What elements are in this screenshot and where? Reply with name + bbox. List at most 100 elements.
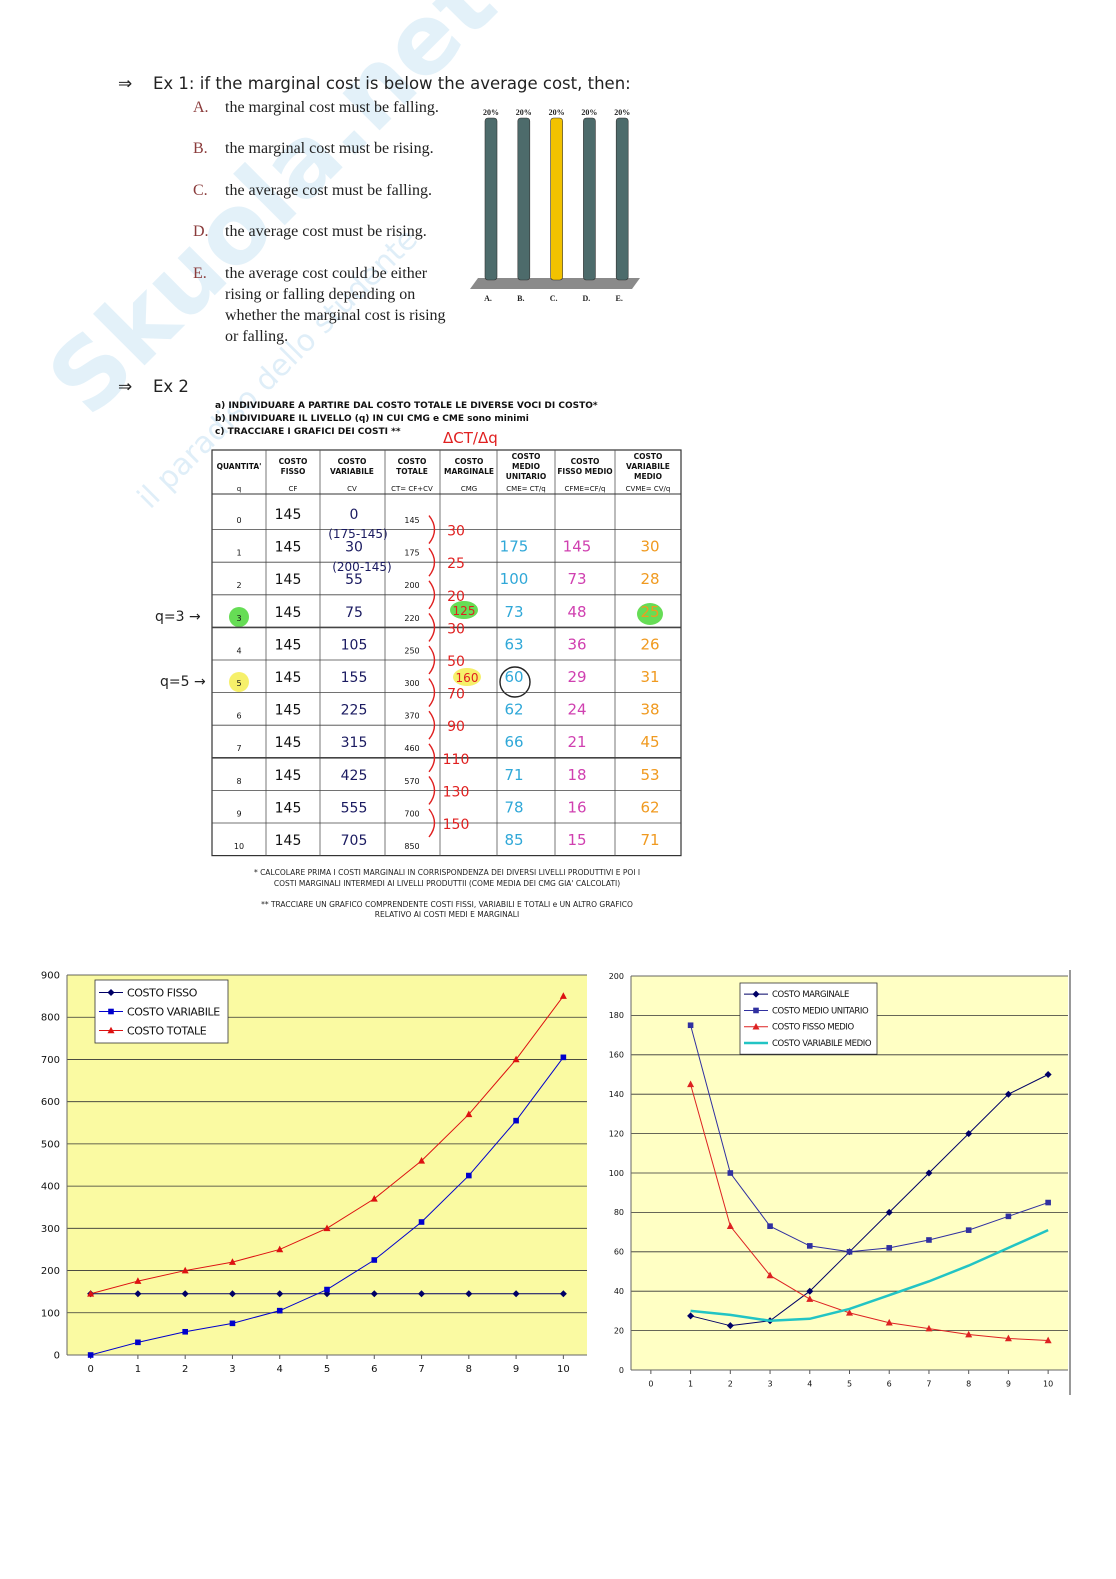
- marker: [806, 1287, 814, 1295]
- x-tick-label: 1: [688, 1379, 693, 1388]
- x-tick-label: 1: [135, 1364, 141, 1375]
- table-cell: 8: [236, 777, 241, 786]
- bracket: [428, 775, 436, 805]
- column-formula: CV: [347, 485, 357, 493]
- table-cell: 30: [345, 540, 363, 556]
- highlight: [229, 607, 249, 627]
- table-cell: 48: [567, 603, 586, 621]
- value-label: 20%: [614, 108, 630, 117]
- legend-label: COSTO MARGINALE: [772, 990, 849, 1000]
- y-tick-label: 160: [609, 1051, 624, 1060]
- marker: [182, 1328, 188, 1335]
- column-header: MARGINALE: [444, 467, 494, 476]
- value-label: 20%: [516, 108, 532, 117]
- marker: [1045, 1199, 1051, 1206]
- column-formula: CME= CT/q: [506, 485, 545, 493]
- delta-note: ΔCT/Δq: [443, 429, 498, 447]
- table-cell: 250: [404, 646, 419, 655]
- table-cell: 5: [236, 679, 241, 688]
- marker: [107, 989, 115, 996]
- highlight: [450, 601, 478, 619]
- bar: [517, 117, 531, 281]
- table-cell: 24: [567, 701, 586, 719]
- x-tick-label: 4: [807, 1379, 812, 1388]
- table-cell: 62: [504, 701, 523, 719]
- y-tick-label: 800: [41, 1013, 60, 1024]
- table-cell: 75: [345, 605, 363, 621]
- table-cell: 62: [640, 798, 659, 816]
- marker: [134, 1277, 142, 1284]
- marginal-cost: 25: [447, 556, 465, 572]
- marker: [418, 1290, 426, 1298]
- marginal-cost: 20: [447, 589, 465, 605]
- bar: [583, 117, 596, 281]
- table-cell: 570: [404, 777, 419, 786]
- table-cell: 71: [640, 831, 659, 849]
- legend-label: COSTO TOTALE: [127, 1024, 207, 1037]
- bar: [484, 117, 498, 281]
- y-tick-label: 120: [609, 1129, 624, 1138]
- marker: [466, 1172, 472, 1179]
- column-header: COSTO: [634, 452, 663, 461]
- x-tick-label: 4: [277, 1364, 283, 1375]
- marker: [766, 1271, 774, 1279]
- category-label: E.: [616, 294, 623, 303]
- marker: [806, 1243, 813, 1249]
- bracket: [428, 808, 436, 838]
- table-cell: 105: [341, 637, 368, 653]
- table-cell: 55: [345, 572, 363, 588]
- series-line: [690, 1228, 1049, 1323]
- marker: [276, 1290, 284, 1298]
- x-tick-label: 7: [418, 1364, 424, 1375]
- arrow: ⇒: [118, 74, 132, 94]
- bracket: [428, 612, 436, 642]
- marker: [465, 1290, 473, 1298]
- column-formula: CMG: [461, 485, 477, 493]
- table-cell: 145: [275, 540, 302, 556]
- option-letter: E.: [193, 265, 207, 282]
- marker: [560, 1054, 567, 1061]
- table-cell: 145: [275, 800, 302, 816]
- table-frame: [211, 449, 682, 857]
- option-letter: B.: [193, 140, 208, 157]
- table-cell: 145: [563, 538, 592, 556]
- marker: [370, 1290, 378, 1298]
- table-cell: 100: [500, 570, 529, 588]
- table-cell: 145: [404, 516, 419, 525]
- table-cell: 145: [275, 605, 302, 621]
- option-letter: A.: [193, 99, 209, 116]
- exercise-title: Ex 2: [153, 377, 189, 396]
- y-tick-label: 200: [41, 1266, 60, 1277]
- marker: [229, 1320, 236, 1327]
- category-label: D.: [583, 294, 591, 303]
- table-cell: 0: [350, 507, 359, 523]
- table-cell: 145: [275, 670, 302, 686]
- y-tick-label: 0: [619, 1366, 624, 1375]
- marker: [885, 1318, 893, 1326]
- y-tick-label: 0: [54, 1351, 60, 1362]
- table-cell: 30: [640, 538, 659, 556]
- column-header: MEDIO: [512, 462, 540, 471]
- instruction: b) INDIVIDUARE IL LIVELLO (q) IN CUI CMG…: [215, 414, 529, 424]
- y-tick-label: 100: [41, 1308, 60, 1319]
- table-cell: 155: [341, 670, 368, 686]
- legend-label: COSTO FISSO: [127, 986, 198, 999]
- marker: [418, 1156, 426, 1164]
- column-formula: CT= CF+CV: [391, 485, 433, 493]
- y-tick-label: 20: [614, 1326, 624, 1335]
- option-text: or falling.: [225, 328, 288, 345]
- table-cell: 21: [567, 733, 586, 751]
- x-tick-label: 0: [648, 1379, 653, 1388]
- x-tick-label: 9: [1006, 1379, 1011, 1388]
- column-header: COSTO: [338, 457, 367, 466]
- marker: [925, 1324, 933, 1332]
- y-tick-label: 400: [41, 1182, 60, 1193]
- table-cell: 9: [236, 809, 241, 818]
- legend-label: COSTO VARIABILE MEDIO: [772, 1039, 872, 1049]
- highlight: [637, 603, 663, 625]
- column-header: COSTO: [571, 457, 600, 466]
- marginal-cost: 90: [447, 719, 465, 735]
- marker: [846, 1309, 853, 1316]
- marker: [559, 992, 567, 999]
- marker: [727, 1170, 734, 1176]
